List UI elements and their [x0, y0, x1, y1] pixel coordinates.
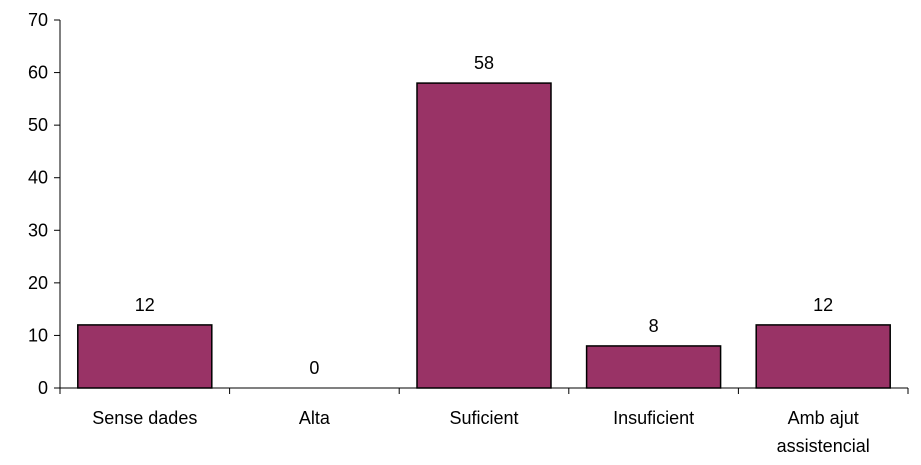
data-label: 12 — [135, 295, 155, 315]
bar — [755, 324, 891, 389]
data-label: 0 — [309, 358, 319, 378]
data-label: 8 — [649, 316, 659, 336]
data-label: 12 — [813, 295, 833, 315]
x-category-label: Sense dades — [92, 408, 197, 428]
y-tick-label: 40 — [28, 168, 48, 188]
y-tick-label: 70 — [28, 10, 48, 30]
y-tick-label: 0 — [38, 378, 48, 398]
y-tick-label: 50 — [28, 115, 48, 135]
bars — [77, 82, 891, 389]
y-tick-label: 60 — [28, 63, 48, 83]
y-tick-label: 30 — [28, 220, 48, 240]
bar — [416, 82, 552, 389]
x-axis — [59, 387, 909, 394]
data-label: 58 — [474, 53, 494, 73]
y-axis: 0 10 20 30 40 50 60 70 — [28, 10, 61, 398]
data-labels: 12 0 58 8 12 — [135, 53, 833, 378]
bar — [585, 345, 722, 389]
x-category-label: Amb ajut assistencial — [777, 408, 870, 456]
y-tick-label: 20 — [28, 273, 48, 293]
category-labels: Sense dades Alta Suficient Insuficient Amb a… — [92, 408, 869, 456]
y-tick-label: 10 — [28, 325, 48, 345]
x-category-label: Suficient — [449, 408, 518, 428]
bar — [77, 324, 213, 389]
x-category-label: Insuficient — [613, 408, 694, 428]
x-category-label: Alta — [299, 408, 331, 428]
